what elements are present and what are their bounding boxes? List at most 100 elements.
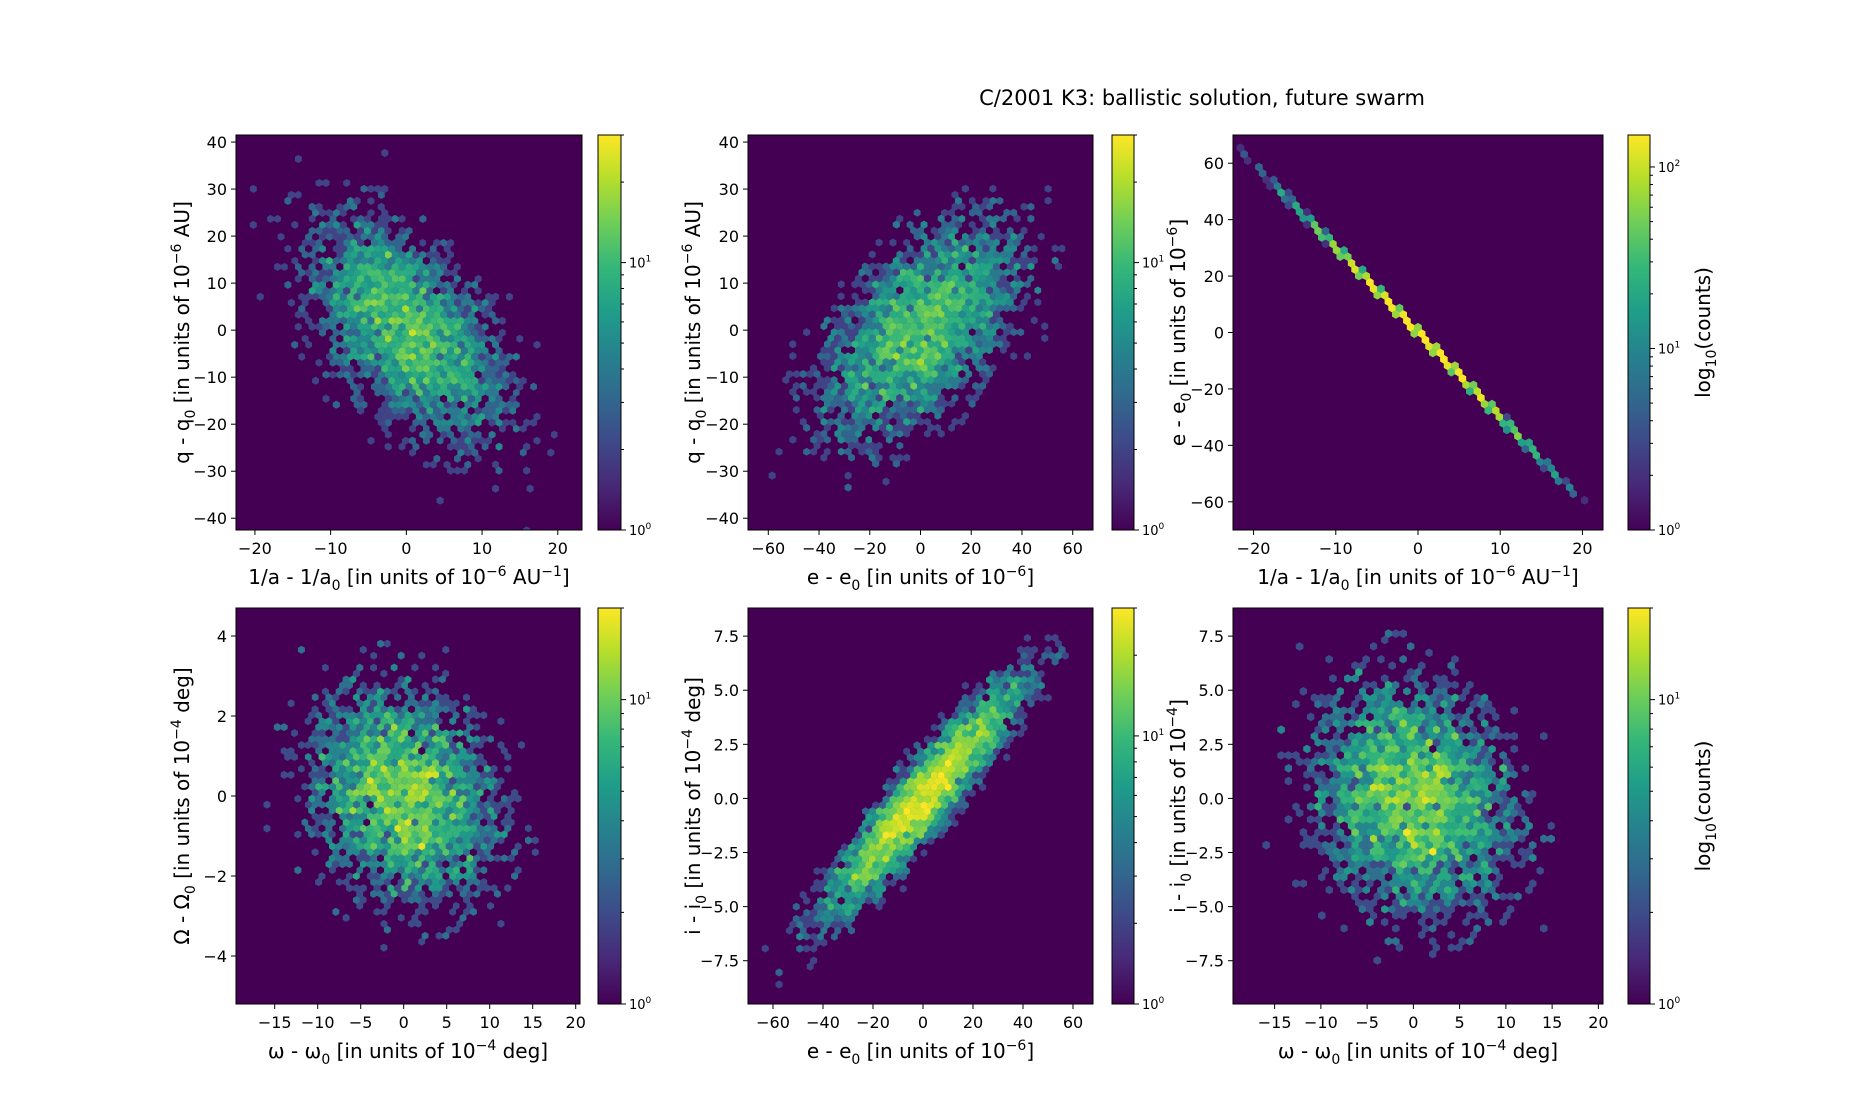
x-tick-label: 20	[1572, 539, 1592, 558]
y-tick-label: 10	[207, 274, 227, 293]
colorbar-gradient	[1112, 608, 1134, 1004]
x-tick-label: −20	[856, 1013, 890, 1032]
x-tick-label: −10	[301, 1013, 335, 1032]
y-tick-label: 0.0	[714, 789, 739, 808]
x-tick-label: 0	[915, 539, 925, 558]
y-tick-label: 20	[207, 227, 227, 246]
y-tick-label: −20	[1190, 380, 1224, 399]
y-tick-label: 5.0	[714, 681, 739, 700]
hexbin-cell	[1107, 586, 1114, 594]
x-tick-label: 20	[566, 1013, 586, 1032]
y-axis-label: Ω - Ω0 [in units of 10−4 deg]	[169, 667, 199, 944]
colorbar-tick-label: 101	[629, 692, 651, 709]
hexbin-cell	[1148, 233, 1155, 241]
y-tick-label: −10	[705, 368, 739, 387]
hexbin-cell	[222, 113, 229, 121]
y-tick-label: 40	[1204, 211, 1224, 230]
y-tick-label: 0	[217, 321, 227, 340]
hexbin-cell	[741, 507, 748, 515]
y-tick-label: −30	[193, 462, 227, 481]
x-axis-label: 1/a - 1/a0 [in units of 10−6 AU−1]	[248, 564, 569, 594]
colorbar-gradient	[1628, 135, 1650, 530]
y-tick-label: 60	[1204, 154, 1224, 173]
colorbar-tick-label: 100	[629, 996, 652, 1013]
y-tick-label: −40	[1190, 436, 1224, 455]
hexbin-cell	[630, 509, 637, 517]
x-tick-label: 0	[401, 539, 411, 558]
y-tick-label: 7.5	[714, 627, 739, 646]
x-tick-label: 0	[399, 1013, 409, 1032]
colorbar-gradient	[598, 135, 621, 530]
x-tick-label: 15	[523, 1013, 543, 1032]
x-tick-label: −5	[349, 1013, 373, 1032]
colorbar: 100 101	[598, 135, 652, 539]
hexbin-cell	[1093, 622, 1100, 630]
colorbar-tick-label: 101	[1658, 340, 1680, 357]
y-tick-label: 20	[719, 227, 739, 246]
y-tick-label: −40	[193, 509, 227, 528]
y-tick-label: −7.5	[700, 952, 739, 971]
y-tick-label: −30	[705, 462, 739, 481]
y-tick-label: −10	[193, 368, 227, 387]
figure-title: C/2001 K3: ballistic solution, future sw…	[979, 86, 1425, 110]
hexbin-cell	[1093, 161, 1100, 169]
x-tick-label: 40	[1013, 1013, 1033, 1032]
x-tick-label: 40	[1012, 539, 1032, 558]
colorbar: 100 101	[598, 608, 652, 1013]
hexbin-cell	[580, 813, 587, 821]
colorbar-gradient	[1112, 135, 1134, 530]
x-tick-label: 20	[548, 539, 568, 558]
y-tick-label: 2.5	[714, 735, 739, 754]
y-tick-label: 20	[1204, 267, 1224, 286]
y-tick-label: −40	[705, 509, 739, 528]
x-tick-label: −60	[756, 1013, 790, 1032]
hexbin-cell	[1093, 574, 1100, 582]
y-tick-label: −2.5	[700, 844, 739, 863]
x-tick-label: 10	[1490, 539, 1510, 558]
hexbin-cell	[1017, 586, 1024, 594]
x-tick-label: 10	[480, 1013, 500, 1032]
y-tick-label: 4	[217, 627, 227, 646]
y-tick-label: 2	[217, 707, 227, 726]
x-axis-label: e - e0 [in units of 10−6]	[807, 564, 1034, 594]
y-tick-label: 0	[729, 321, 739, 340]
hexbin-cell	[418, 592, 425, 600]
hexbin-cell	[1103, 580, 1110, 588]
x-tick-label: 20	[963, 1013, 983, 1032]
y-tick-label: 40	[719, 133, 739, 152]
colorbar-gradient	[598, 608, 621, 1004]
hexbin-cell	[1621, 541, 1629, 550]
x-tick-label: −40	[806, 1013, 840, 1032]
x-tick-label: 0	[1413, 539, 1423, 558]
x-tick-label: 5	[442, 1013, 452, 1032]
colorbar-tick-label: 101	[629, 255, 651, 272]
x-tick-label: −40	[802, 539, 836, 558]
x-tick-label: −10	[314, 539, 348, 558]
x-tick-label: −15	[258, 1013, 292, 1032]
x-axis-label: ω - ω0 [in units of 10−4 deg]	[268, 1038, 548, 1068]
hexbin-cell	[1017, 53, 1024, 61]
colorbar-tick-label: 100	[1142, 996, 1165, 1013]
colorbar-tick-label: 102	[1658, 159, 1680, 176]
hexbin-cell	[1658, 579, 1666, 588]
hexbin-cell	[741, 945, 748, 953]
x-axis-label: 1/a - 1/a0 [in units of 10−6 AU−1]	[1257, 564, 1578, 594]
y-tick-label: −20	[705, 415, 739, 434]
y-tick-label: −4	[203, 947, 227, 966]
hexbin-cell	[1093, 268, 1100, 276]
x-tick-label: 60	[1063, 539, 1083, 558]
x-tick-label: 0	[918, 1013, 928, 1032]
y-tick-label: 10	[719, 274, 739, 293]
colorbar-tick-label: 100	[629, 522, 652, 539]
x-tick-label: −60	[751, 539, 785, 558]
